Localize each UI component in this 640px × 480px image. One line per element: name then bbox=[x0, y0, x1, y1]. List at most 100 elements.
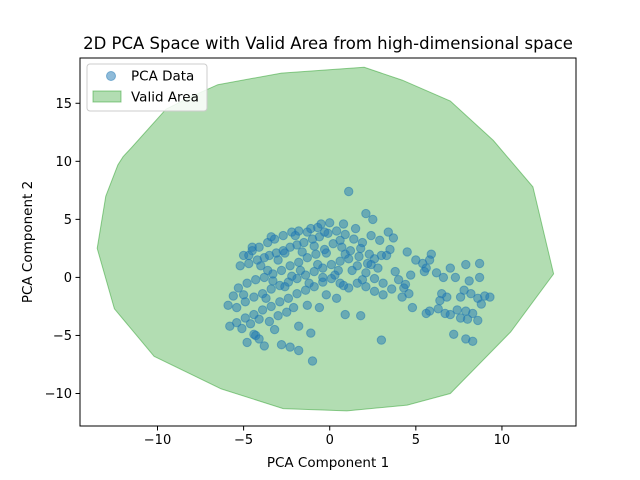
data-point-91 bbox=[257, 305, 268, 315]
data-point-88 bbox=[283, 293, 294, 303]
x-tick-label: 5 bbox=[412, 433, 420, 448]
legend: PCA Data Valid Area bbox=[86, 63, 208, 112]
data-point-197 bbox=[264, 316, 275, 327]
x-tick-label: 10 bbox=[494, 433, 511, 448]
data-point-17 bbox=[244, 258, 254, 269]
data-point-10 bbox=[278, 230, 288, 241]
data-point-56 bbox=[228, 291, 239, 301]
data-point-31 bbox=[349, 234, 359, 244]
data-point-95 bbox=[225, 321, 235, 331]
y-tick-label: 15 bbox=[55, 97, 72, 112]
data-point-69 bbox=[326, 259, 337, 270]
data-point-187 bbox=[244, 250, 254, 261]
data-point-3 bbox=[338, 219, 349, 229]
data-point-134 bbox=[393, 275, 404, 285]
data-point-130 bbox=[364, 249, 374, 259]
data-point-53 bbox=[251, 275, 261, 285]
data-point-125 bbox=[321, 248, 331, 258]
legend-patch-valid-area bbox=[92, 90, 122, 103]
data-point-16 bbox=[235, 261, 245, 271]
data-point-55 bbox=[233, 283, 244, 293]
x-tick-label: 0 bbox=[326, 433, 334, 448]
data-point-185 bbox=[309, 241, 319, 251]
y-tick-label: −5 bbox=[53, 329, 72, 344]
data-point-0 bbox=[344, 186, 354, 197]
x-axis-ticks: −10 −5 0 5 10 bbox=[144, 426, 510, 448]
data-point-116 bbox=[256, 261, 266, 271]
data-point-97 bbox=[245, 319, 256, 329]
data-point-60 bbox=[249, 292, 259, 302]
data-point-196 bbox=[273, 311, 283, 321]
y-axis-label: PCA Component 2 bbox=[20, 181, 36, 303]
data-point-111 bbox=[331, 293, 342, 303]
data-point-128 bbox=[347, 265, 357, 276]
axes-frame bbox=[79, 57, 577, 427]
data-point-90 bbox=[266, 301, 276, 312]
data-point-62 bbox=[266, 284, 276, 294]
data-point-41 bbox=[354, 251, 364, 262]
data-point-75 bbox=[378, 278, 388, 288]
data-point-176 bbox=[474, 272, 485, 283]
data-point-34 bbox=[375, 235, 385, 246]
data-point-190 bbox=[288, 302, 299, 313]
data-point-203 bbox=[295, 265, 306, 276]
data-point-198 bbox=[251, 330, 261, 341]
data-point-33 bbox=[366, 230, 376, 241]
data-point-184 bbox=[350, 223, 361, 234]
data-point-202 bbox=[340, 249, 350, 259]
data-point-149 bbox=[438, 272, 449, 283]
data-point-29 bbox=[331, 226, 342, 236]
data-point-77 bbox=[378, 290, 388, 300]
data-point-138 bbox=[407, 302, 418, 313]
data-point-172 bbox=[476, 299, 486, 309]
data-point-139 bbox=[400, 279, 411, 290]
data-point-148 bbox=[431, 268, 442, 278]
data-point-108 bbox=[294, 321, 304, 331]
data-point-181 bbox=[290, 230, 300, 241]
y-tick-label: −10 bbox=[45, 387, 72, 402]
data-point-118 bbox=[268, 276, 278, 286]
data-point-104 bbox=[285, 342, 295, 352]
data-point-89 bbox=[275, 297, 285, 307]
pca-data-points bbox=[223, 186, 495, 366]
data-point-147 bbox=[419, 266, 430, 277]
data-point-78 bbox=[369, 286, 380, 296]
data-point-106 bbox=[307, 356, 318, 366]
data-point-132 bbox=[381, 250, 392, 261]
data-point-107 bbox=[306, 328, 316, 338]
data-point-153 bbox=[433, 304, 443, 314]
data-point-179 bbox=[445, 263, 455, 273]
data-point-191 bbox=[302, 300, 312, 310]
data-point-105 bbox=[294, 345, 304, 356]
data-point-50 bbox=[276, 265, 287, 276]
data-point-2 bbox=[368, 214, 378, 225]
data-point-199 bbox=[269, 324, 280, 335]
data-point-109 bbox=[314, 302, 325, 313]
data-point-4 bbox=[325, 218, 335, 228]
data-point-49 bbox=[285, 261, 295, 271]
data-point-152 bbox=[442, 292, 452, 302]
data-point-87 bbox=[292, 289, 302, 299]
data-point-30 bbox=[340, 229, 350, 240]
data-point-165 bbox=[462, 314, 473, 324]
data-point-100 bbox=[242, 337, 252, 348]
data-point-54 bbox=[242, 278, 252, 288]
data-point-47 bbox=[302, 253, 312, 263]
data-point-195 bbox=[366, 259, 376, 270]
data-point-74 bbox=[369, 273, 380, 284]
data-point-175 bbox=[464, 276, 474, 286]
data-point-141 bbox=[402, 247, 412, 257]
data-point-114 bbox=[376, 335, 387, 345]
data-point-162 bbox=[468, 336, 478, 346]
data-point-98 bbox=[254, 314, 264, 324]
data-point-193 bbox=[333, 265, 343, 276]
data-point-186 bbox=[280, 248, 290, 258]
data-point-174 bbox=[450, 272, 461, 283]
data-point-200 bbox=[282, 307, 292, 317]
data-point-46 bbox=[311, 249, 321, 259]
data-point-1 bbox=[361, 208, 371, 219]
data-point-70 bbox=[335, 256, 345, 266]
data-point-183 bbox=[335, 235, 345, 246]
data-point-35 bbox=[383, 227, 393, 237]
